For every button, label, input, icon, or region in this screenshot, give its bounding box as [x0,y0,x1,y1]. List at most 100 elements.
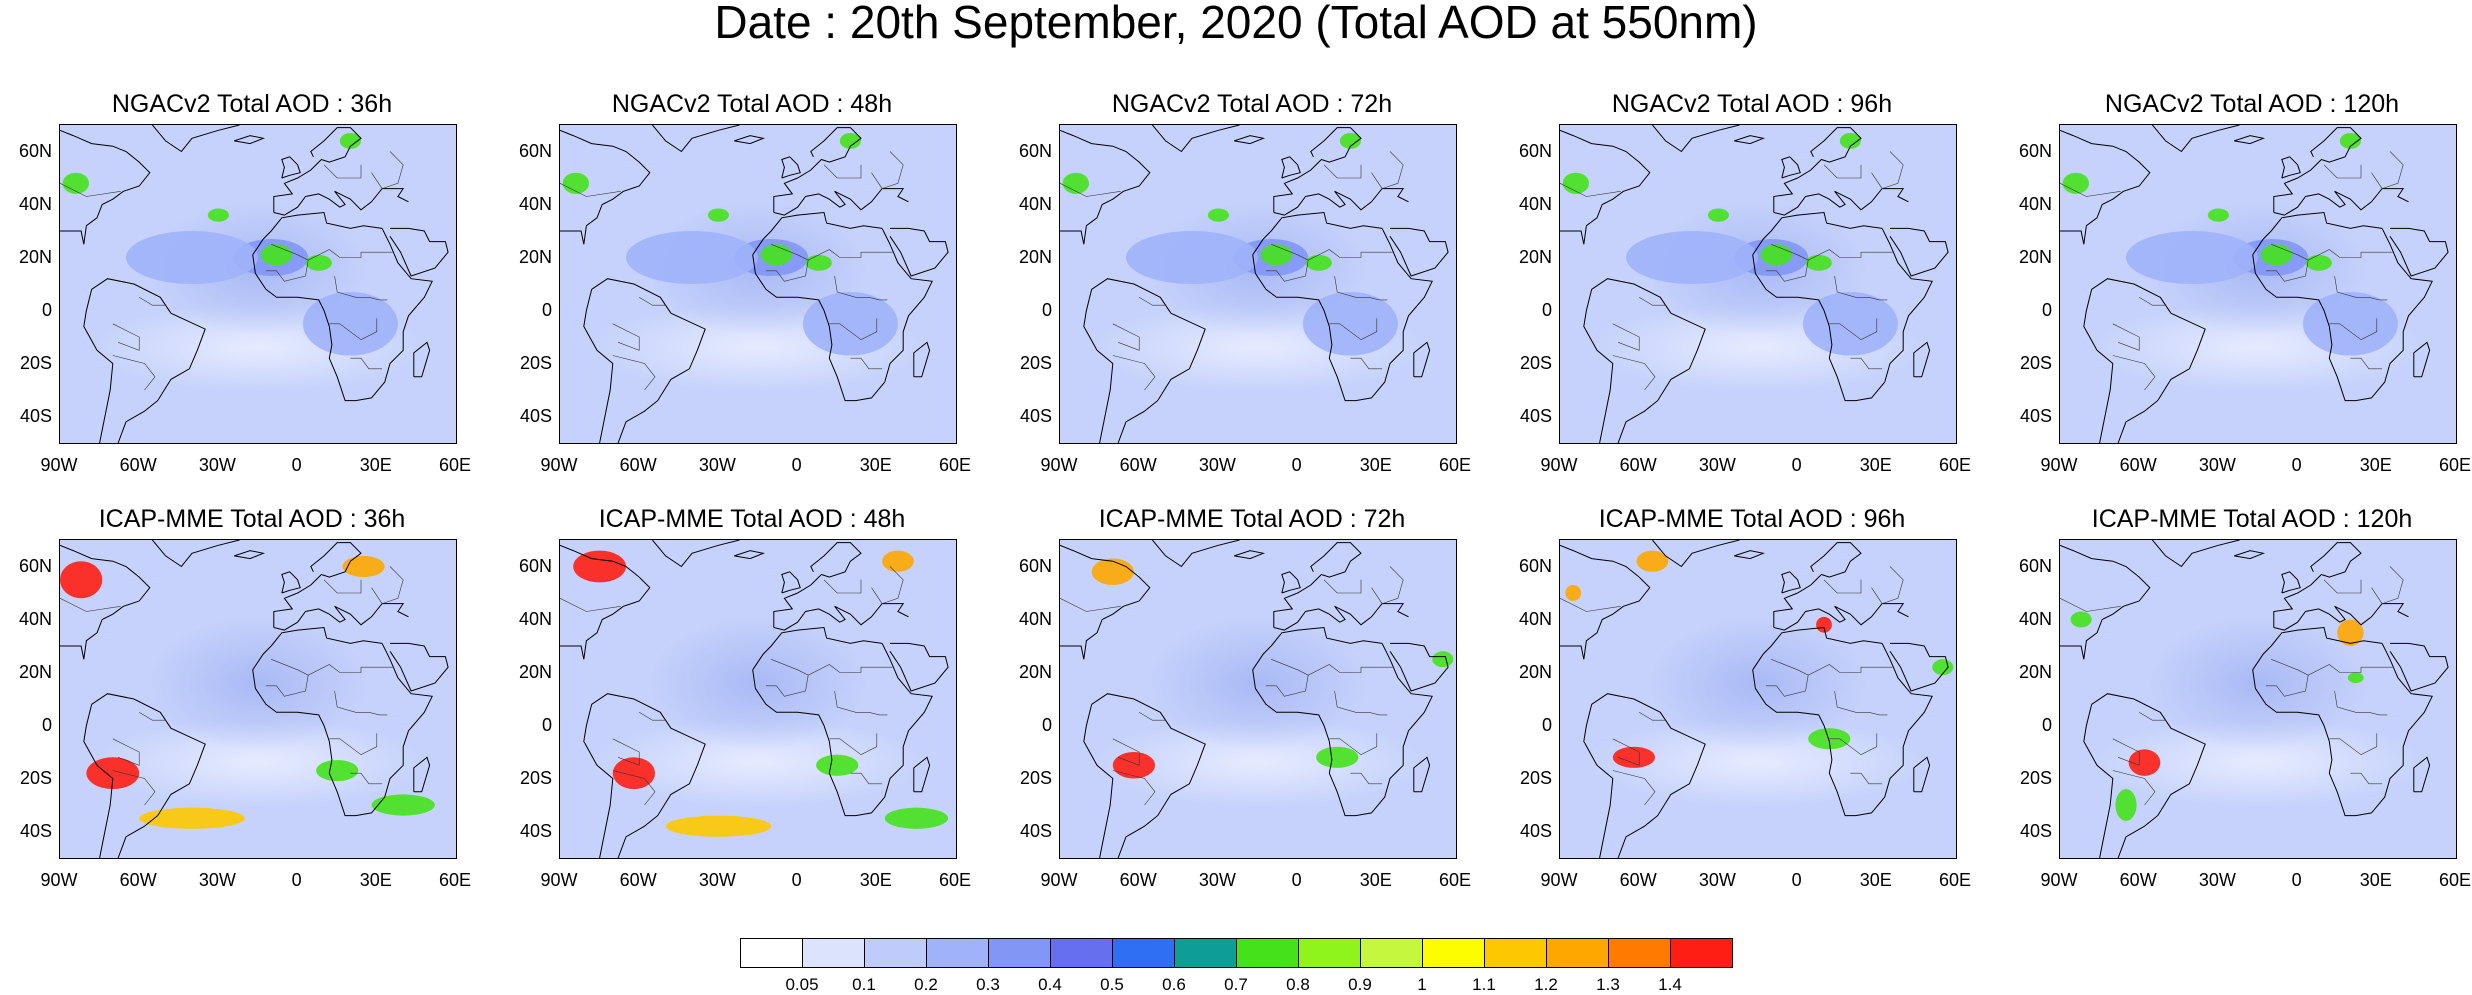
colorbar-label: 1.2 [1534,975,1558,994]
country-border [1334,275,1388,301]
longitude-tick-label: 60E [438,455,472,475]
latitude-tick-label: 40N [2018,193,2052,214]
coastline [1152,540,1240,568]
coastline [889,227,949,277]
latitude-tick-label: 40N [1518,193,1552,214]
aod-plume [62,172,90,194]
coastline [2413,756,2431,793]
aod-plume [1339,132,1361,149]
coastline [413,341,431,378]
latitude-tick-label: 0 [1541,714,1552,735]
colorbar-swatch [740,938,803,968]
coastline [1560,544,1651,660]
country-border [1271,659,1393,676]
panel-title: NGACv2 Total AOD : 48h [611,90,893,118]
coastline [1773,127,1862,213]
colorbar-swatch [1546,938,1609,968]
aod-plume [1565,585,1582,601]
aod-plume [305,254,332,271]
country-border [1112,738,1140,766]
country-border [1771,659,1893,676]
country-border [2112,738,2140,766]
longitude-tick-label: 0 [1291,455,1302,475]
latitude-tick-label: 40S [2019,405,2052,426]
coastline [2060,544,2151,660]
latitude-tick-label: 0 [2041,299,2052,320]
latitude-tick-label: 60N [1018,555,1052,576]
coastline [1583,289,1614,443]
coastline [234,135,266,145]
coastline [1773,542,1862,628]
latitude-tick-label: 40N [1018,193,1052,214]
colorbar-swatch [1422,938,1485,968]
longitude-tick-label: 30E [1359,870,1392,890]
coastline [2252,626,2383,671]
longitude-tick-label: 30E [359,870,392,890]
aod-plume [562,172,590,194]
panel-title: ICAP-MME Total AOD : 120h [2091,505,2413,533]
country-border [2371,566,2404,604]
coastline [83,704,114,858]
coastline [773,127,862,213]
coastline [652,540,740,568]
country-border [112,323,140,351]
country-border [1265,675,1309,697]
colorbar-label: 1 [1417,975,1427,994]
country-border [1871,151,1904,189]
colorbar-swatch [1298,938,1361,968]
country-border [2112,770,2156,806]
longitude-tick-label: 90W [1040,455,1078,475]
longitude-tick-label: 30W [198,870,236,890]
country-border [1765,260,1809,282]
country-border [612,738,640,766]
aod-map [1559,124,1957,444]
coastline [1091,693,1206,858]
coastline [583,289,614,443]
colorbar-swatch [1236,938,1299,968]
aod-plume [86,757,140,790]
longitude-tick-label: 60W [619,455,657,475]
coastline [1083,289,1114,443]
map-canvas [1560,540,1954,858]
longitude-tick-label: 60W [1619,455,1657,475]
country-border [2271,244,2393,261]
country-border [1323,164,1362,179]
map-canvas [2060,125,2449,443]
latitude-tick-label: 20S [1019,767,1052,788]
longitude-tick-label: 60E [1438,455,1472,475]
aod-plume [2339,132,2361,149]
coastline [252,643,433,817]
coastline [1734,135,1766,145]
coastline [273,188,409,216]
coastline [734,135,766,145]
longitude-tick-label: 30E [859,455,892,475]
aod-plume [882,550,914,572]
country-border [871,566,904,604]
country-border [834,690,888,716]
coastline [773,188,909,216]
longitude-tick-label: 0 [291,455,302,475]
latitude-tick-label: 40S [1019,405,1052,426]
longitude-tick-label: 90W [540,870,578,890]
coastline [2252,211,2383,256]
latitude-tick-label: 20N [18,661,52,682]
aod-plume [707,208,729,222]
aod-plume [2062,172,2090,194]
latitude-tick-label: 0 [541,299,552,320]
coastline [2083,289,2114,443]
coastline [1281,156,1301,179]
longitude-tick-label: 90W [2040,455,2078,475]
coastline [2152,540,2240,568]
latitude-tick-label: 0 [1541,299,1552,320]
country-border [323,164,362,179]
aod-plume [1112,752,1156,779]
country-border [1271,244,1393,261]
country-border [265,260,309,282]
aod-map [1059,539,1457,859]
country-border [834,275,888,301]
latitude-tick-label: 20N [518,246,552,267]
longitude-tick-label: 60E [1938,870,1972,890]
colorbar [740,938,1733,968]
aod-plume [316,759,359,782]
map-panel: NGACv2 Total AOD : 48h 60N 40N 20N 0 20S 40S 90… [502,90,971,560]
